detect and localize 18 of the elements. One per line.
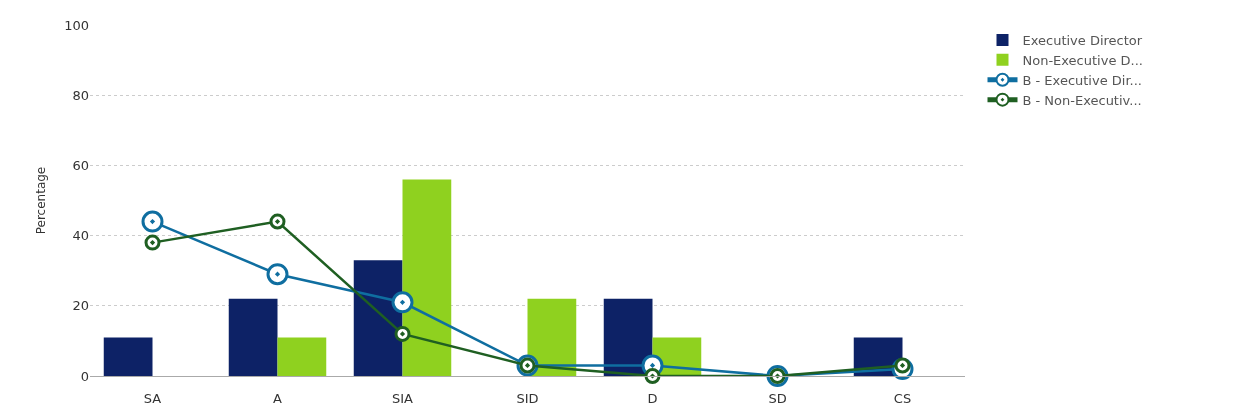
legend-label: Non-Executive D... xyxy=(1022,52,1143,68)
y-tick-label: 80 xyxy=(72,87,89,103)
y-tick-label: 100 xyxy=(64,17,89,33)
legend-label: B - Non-Executiv... xyxy=(1022,92,1142,108)
x-tick-label: A xyxy=(273,390,283,406)
x-tick-label: SID xyxy=(516,390,539,406)
y-axis-title: Percentage xyxy=(34,166,49,235)
legend-label: B - Executive Dir... xyxy=(1022,72,1142,88)
y-tick-label: 40 xyxy=(72,228,89,244)
x-tick-label: SD xyxy=(768,390,787,406)
y-tick-label: 20 xyxy=(72,298,89,314)
y-tick-label: 0 xyxy=(80,368,89,384)
x-tick-label: SA xyxy=(143,390,162,406)
legend-label: Executive Director xyxy=(1022,33,1143,49)
y-tick-label: 60 xyxy=(72,157,89,173)
x-tick-label: D xyxy=(647,390,658,406)
x-tick-label: CS xyxy=(893,390,912,406)
x-tick-label: SIA xyxy=(392,390,414,406)
